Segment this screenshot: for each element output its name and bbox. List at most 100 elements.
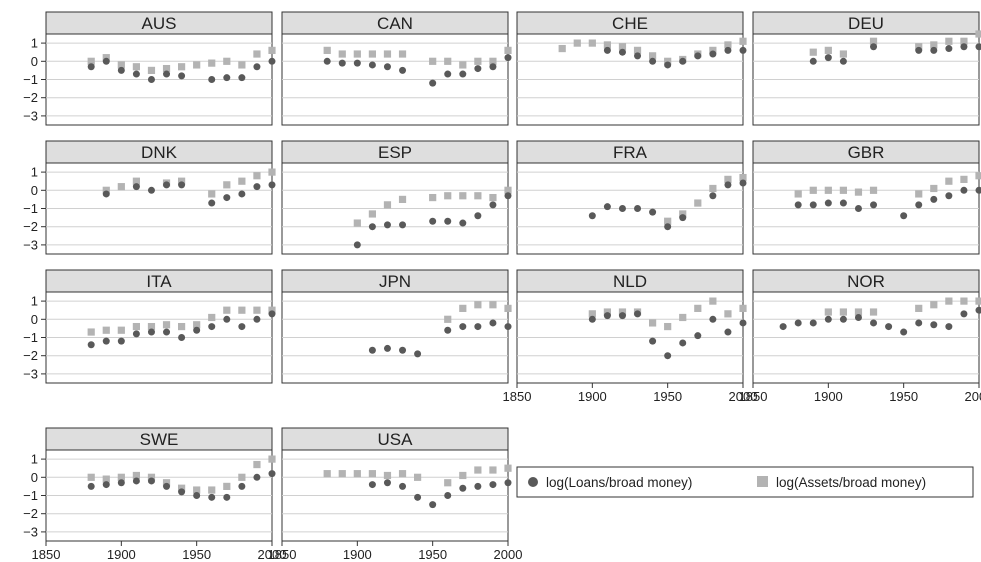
loans-point xyxy=(444,326,452,334)
y-tick-label: −3 xyxy=(23,108,38,123)
loans-point xyxy=(223,315,231,323)
assets-point xyxy=(429,193,437,202)
loans-point xyxy=(163,482,171,490)
assets-point xyxy=(794,190,802,198)
assets-point xyxy=(147,66,156,74)
panel-swe: SWE 1 0 −1 −2 −3 1850 1900 1950 2000 xyxy=(23,427,286,562)
loans-point xyxy=(414,350,422,358)
y-tick-label: 1 xyxy=(31,36,38,51)
loans-point xyxy=(178,72,186,80)
loans-point xyxy=(709,50,717,58)
assets-point xyxy=(268,46,276,54)
x-tick-label: 1850 xyxy=(739,389,768,404)
loans-point xyxy=(323,57,331,65)
assets-point xyxy=(474,301,482,309)
assets-point xyxy=(117,183,125,191)
assets-point xyxy=(709,46,717,54)
loans-point xyxy=(854,205,862,212)
assets-point xyxy=(869,186,878,194)
y-tick-label: −2 xyxy=(23,219,38,234)
loans-point xyxy=(489,319,497,327)
assets-point xyxy=(709,297,717,305)
legend-loans-marker xyxy=(528,477,538,487)
assets-point xyxy=(869,37,878,45)
assets-point xyxy=(193,321,201,329)
loans-point xyxy=(253,473,261,481)
assets-point xyxy=(444,57,452,65)
y-tick-label: −2 xyxy=(23,348,38,363)
loans-point xyxy=(383,63,391,71)
loans-point xyxy=(399,66,407,74)
loans-point xyxy=(193,492,201,499)
loans-point xyxy=(163,328,171,336)
loans-point xyxy=(794,319,802,327)
panel-title: CHE xyxy=(612,14,648,33)
assets-point xyxy=(839,308,847,316)
assets-point xyxy=(353,470,361,478)
assets-point xyxy=(162,64,171,73)
y-tick-label: −1 xyxy=(23,330,38,345)
assets-point xyxy=(664,322,672,331)
loans-point xyxy=(208,493,216,501)
loans-point xyxy=(353,59,361,67)
loans-point xyxy=(839,315,847,323)
assets-point xyxy=(975,172,981,180)
loans-point xyxy=(649,57,657,65)
loans-point xyxy=(193,326,201,334)
loans-point xyxy=(930,46,938,54)
assets-point xyxy=(353,219,361,227)
assets-point xyxy=(193,61,201,69)
loans-point xyxy=(178,181,186,189)
loans-point xyxy=(679,214,687,222)
assets-point xyxy=(588,310,596,318)
panel-esp: ESP xyxy=(281,140,512,255)
loans-point xyxy=(930,321,938,329)
assets-point xyxy=(474,466,482,474)
loans-point xyxy=(444,217,452,225)
loans-point xyxy=(132,477,140,485)
assets-point xyxy=(178,322,186,331)
loans-point xyxy=(664,352,672,360)
loans-point xyxy=(459,219,467,227)
loans-point xyxy=(117,479,125,487)
assets-point xyxy=(178,63,186,71)
y-tick-label: −2 xyxy=(23,90,38,105)
assets-point xyxy=(223,57,231,65)
loans-point xyxy=(679,57,687,65)
panel-gbr: GBR xyxy=(752,140,981,255)
loans-point xyxy=(824,315,832,323)
loans-point xyxy=(839,57,847,65)
assets-point xyxy=(558,44,566,53)
loans-point xyxy=(87,63,95,71)
loans-point xyxy=(945,45,953,53)
assets-point xyxy=(208,486,216,494)
assets-point xyxy=(618,43,627,51)
loans-point xyxy=(618,312,626,320)
assets-point xyxy=(132,63,140,71)
loans-point xyxy=(474,212,482,220)
panel-nor: NOR 1850 1900 1950 2000 xyxy=(739,269,981,404)
loans-point xyxy=(839,199,847,207)
panel-che: CHE xyxy=(516,11,747,126)
assets-point xyxy=(504,464,512,472)
assets-point xyxy=(489,57,497,65)
x-tick-label: 1850 xyxy=(268,547,297,562)
loans-point xyxy=(132,330,140,338)
panel-title: ESP xyxy=(378,143,412,162)
assets-point xyxy=(649,319,657,327)
x-tick-label: 1900 xyxy=(814,389,843,404)
assets-point xyxy=(945,297,953,305)
assets-point xyxy=(459,471,467,480)
loans-point xyxy=(253,183,261,191)
assets-point xyxy=(504,186,512,194)
y-tick-label: 0 xyxy=(31,312,38,327)
panel-title: NLD xyxy=(613,272,647,291)
y-tick-label: −3 xyxy=(23,366,38,381)
assets-point xyxy=(664,57,672,65)
loans-point xyxy=(474,482,482,490)
assets-point xyxy=(178,177,186,185)
loans-point xyxy=(709,315,717,323)
y-tick-label: 1 xyxy=(31,294,38,309)
loans-point xyxy=(694,332,702,340)
panel-title: NOR xyxy=(847,272,885,291)
